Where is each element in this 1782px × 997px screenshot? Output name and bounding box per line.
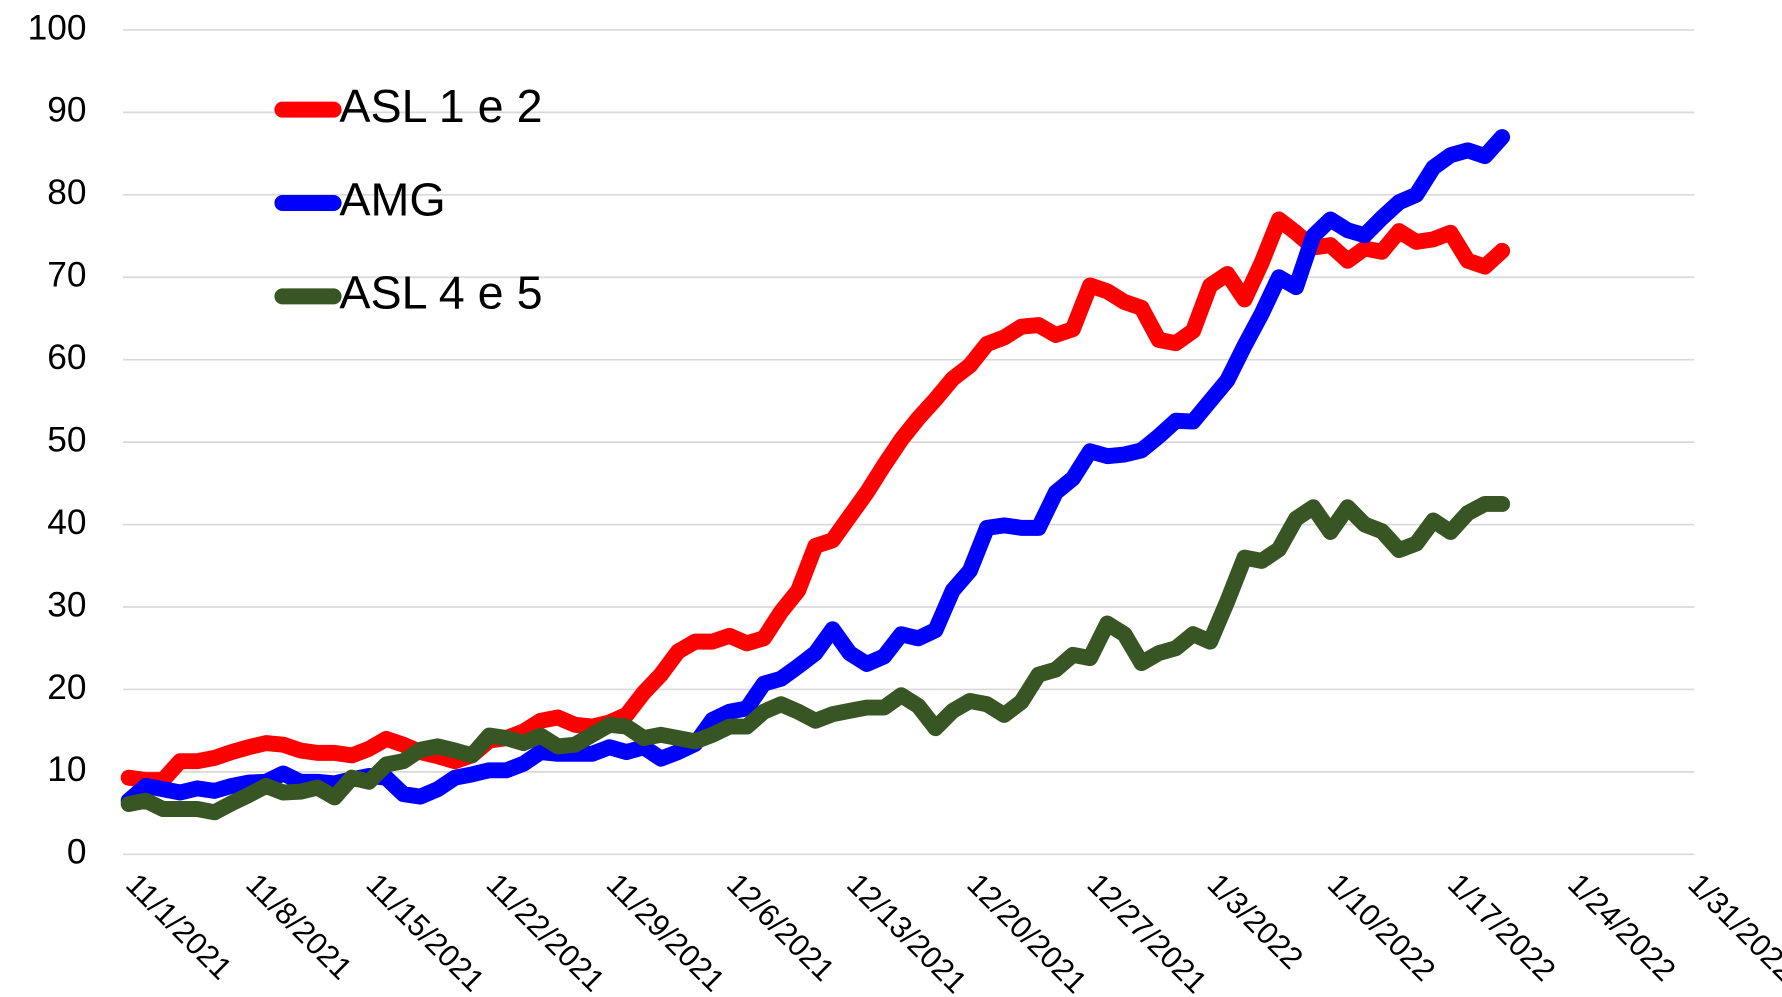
series-line: [120, 495, 1511, 821]
y-tick-label: 100: [28, 8, 87, 47]
x-tick-label: 1/31/2022: [1681, 866, 1782, 987]
x-tick-label: 11/22/2021: [480, 866, 612, 997]
y-tick-label: 70: [47, 256, 86, 295]
x-tick-label: 12/27/2021: [1081, 866, 1215, 997]
x-tick-label: 11/1/2021: [119, 866, 239, 986]
x-tick-label: 11/29/2021: [600, 866, 732, 997]
y-tick-label: 10: [47, 750, 86, 789]
y-tick-label: 40: [47, 503, 86, 542]
x-tick-label: 1/3/2022: [1201, 866, 1310, 975]
x-tick-label: 1/17/2022: [1441, 866, 1562, 987]
x-tick-label: 11/8/2021: [239, 866, 359, 986]
legend-label: AMG: [339, 173, 445, 225]
y-tick-label: 80: [47, 173, 86, 212]
x-tick-label: 12/20/2021: [960, 866, 1094, 997]
y-tick-label: 60: [47, 338, 86, 377]
x-tick-label: 1/10/2022: [1321, 866, 1442, 987]
series-line: [120, 211, 1511, 789]
y-tick-label: 0: [67, 833, 87, 872]
x-tick-label: 11/15/2021: [360, 866, 492, 997]
y-tick-label: 20: [47, 668, 86, 707]
legend-label: ASL 1 e 2: [339, 80, 542, 132]
x-tick-label: 12/13/2021: [840, 866, 974, 997]
x-tick-label: 1/24/2022: [1561, 866, 1682, 987]
legend-label: ASL 4 e 5: [339, 267, 542, 319]
y-tick-label: 50: [47, 420, 86, 459]
y-tick-label: 90: [47, 91, 86, 130]
x-tick-label: 12/6/2021: [720, 866, 841, 987]
y-tick-label: 30: [47, 585, 86, 624]
